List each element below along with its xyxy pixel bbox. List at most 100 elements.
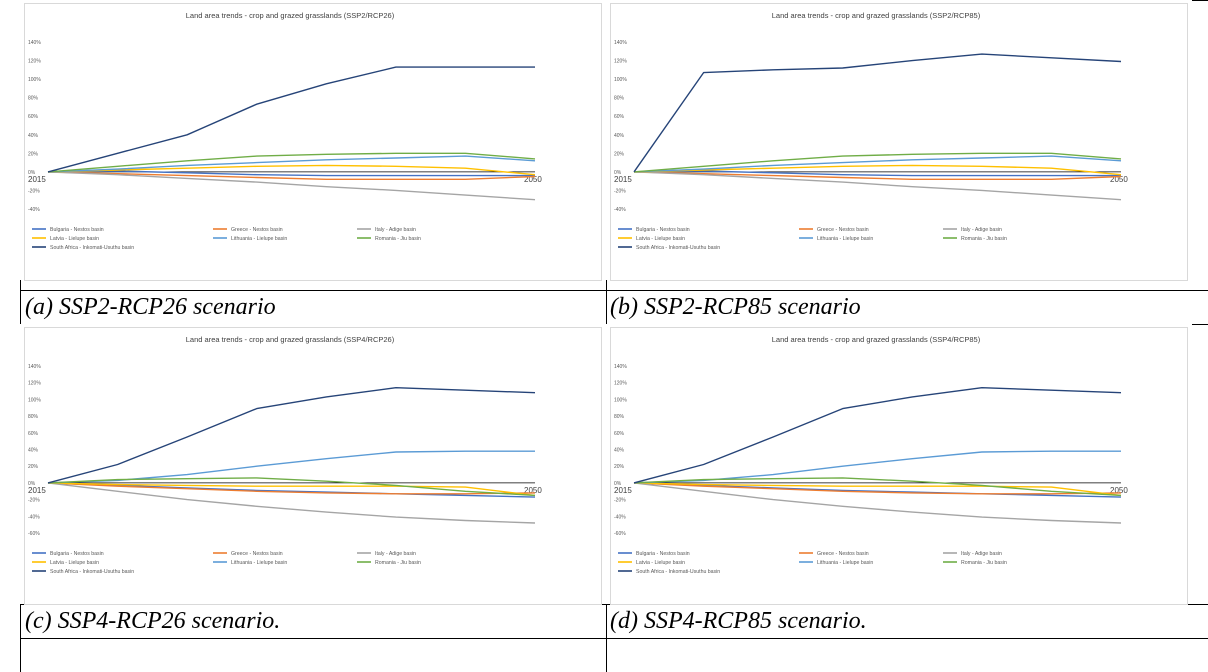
y-tick-label: 60% (614, 114, 625, 120)
chart-panel-b: Land area trends - crop and grazed grass… (606, 0, 1192, 281)
caption-c: (c) SSP4-RCP26 scenario. (25, 608, 281, 634)
legend-label: Latvia - Lielupe basin (636, 560, 685, 566)
chart-title: Land area trends - crop and grazed grass… (186, 335, 395, 344)
series-line-greece-nestos-basin (633, 482, 1122, 495)
y-tick-label: 40% (614, 133, 625, 139)
series-line-lithuania-lielupe-basin (633, 450, 1121, 484)
y-tick-label: 60% (28, 431, 39, 437)
y-tick-label: 20% (28, 151, 39, 157)
legend-label: Romania - Jiu basin (375, 560, 421, 566)
y-tick-label: 80% (614, 414, 625, 420)
y-tick-label: -40% (28, 207, 40, 213)
chart-panel-d: Land area trends - crop and grazed grass… (606, 324, 1192, 605)
y-tick-label: 20% (614, 464, 625, 470)
y-tick-label: -20% (614, 188, 626, 194)
chart-svg-a: Land area trends - crop and grazed grass… (28, 11, 542, 251)
y-tick-label: -60% (614, 531, 626, 537)
y-tick-label: -20% (614, 498, 626, 504)
x-tick-label: 2050 (524, 486, 542, 495)
chart-frame (610, 327, 1188, 605)
y-tick-label: -40% (28, 514, 40, 520)
table-border (20, 638, 1208, 639)
y-tick-label: -20% (28, 188, 40, 194)
y-tick-label: 80% (28, 96, 39, 102)
chart-svg-c: Land area trends - crop and grazed grass… (28, 335, 542, 575)
chart-frame (610, 3, 1188, 281)
x-tick-label: 2015 (614, 175, 632, 184)
x-tick-label: 2015 (28, 486, 46, 495)
caption-a: (a) SSP2-RCP26 scenario (25, 294, 276, 320)
series-line-latvia-lielupe-basin (633, 164, 1122, 176)
series-line-romania-jiu-basin (47, 152, 536, 173)
legend-label: Lithuania - Lielupe basin (817, 236, 873, 242)
y-tick-label: 120% (28, 381, 41, 387)
y-tick-label: 40% (614, 448, 625, 454)
legend-label: Latvia - Lielupe basin (636, 236, 685, 242)
caption-d: (d) SSP4-RCP85 scenario. (610, 608, 867, 634)
series-line-south-africa-inkomati-usuthu-basin (47, 66, 535, 173)
legend-label: South Africa - Inkomati-Usuthu basin (50, 569, 134, 575)
table-border (20, 290, 1208, 291)
series-line-greece-nestos-basin (47, 171, 536, 181)
series-line-italy-adige-basin (633, 482, 1122, 524)
series-line-lithuania-lielupe-basin (47, 450, 535, 484)
series-line-bulgaria-nestos-basin (47, 170, 535, 177)
x-tick-label: 2050 (1110, 175, 1128, 184)
chart-svg-d: Land area trends - crop and grazed grass… (614, 335, 1128, 575)
legend-label: Lithuania - Lielupe basin (231, 236, 287, 242)
legend-label: Lithuania - Lielupe basin (231, 560, 287, 566)
series-line-south-africa-inkomati-usuthu-basin (633, 387, 1122, 484)
y-tick-label: 120% (614, 381, 627, 387)
legend-label: Latvia - Lielupe basin (50, 236, 99, 242)
chart-svg-b: Land area trends - crop and grazed grass… (614, 11, 1128, 251)
y-tick-label: 0% (614, 170, 622, 176)
legend-label: Greece - Nestos basin (231, 227, 283, 233)
series-line-romania-jiu-basin (633, 477, 1122, 497)
x-tick-label: 2050 (1110, 486, 1128, 495)
y-tick-label: 100% (614, 77, 627, 83)
y-tick-label: 40% (28, 133, 39, 139)
y-tick-label: 20% (28, 464, 39, 470)
x-tick-label: 2015 (28, 175, 46, 184)
y-tick-label: 140% (614, 364, 627, 370)
series-line-latvia-lielupe-basin (633, 482, 1122, 497)
y-tick-label: 0% (614, 481, 622, 487)
series-line-bulgaria-nestos-basin (47, 482, 536, 498)
legend-label: Greece - Nestos basin (231, 551, 283, 557)
y-tick-label: 0% (28, 170, 36, 176)
series-line-italy-adige-basin (633, 171, 1122, 201)
chart-title: Land area trends - crop and grazed grass… (772, 335, 981, 344)
series-line-lithuania-lielupe-basin (47, 155, 536, 173)
series-line-romania-jiu-basin (633, 152, 1122, 173)
legend-label: Romania - Jiu basin (961, 560, 1007, 566)
legend-label: South Africa - Inkomati-Usuthu basin (636, 245, 720, 251)
y-tick-label: 20% (614, 151, 625, 157)
y-tick-label: -40% (614, 207, 626, 213)
legend-label: Bulgaria - Nestos basin (636, 551, 690, 557)
y-tick-label: 140% (28, 364, 41, 370)
y-tick-label: 80% (614, 96, 625, 102)
series-line-greece-nestos-basin (47, 482, 536, 495)
legend-label: Latvia - Lielupe basin (50, 560, 99, 566)
chart-title: Land area trends - crop and grazed grass… (772, 11, 981, 20)
legend-label: Italy - Adige basin (375, 227, 416, 233)
chart-frame (24, 327, 602, 605)
y-tick-label: -40% (614, 514, 626, 520)
series-line-bulgaria-nestos-basin (633, 170, 1121, 177)
y-tick-label: 140% (614, 40, 627, 46)
legend-label: Romania - Jiu basin (375, 236, 421, 242)
y-tick-label: -20% (28, 498, 40, 504)
chart-panel-a: Land area trends - crop and grazed grass… (20, 0, 606, 281)
caption-b: (b) SSP2-RCP85 scenario (610, 294, 861, 320)
legend-label: Greece - Nestos basin (817, 551, 869, 557)
y-tick-label: 0% (28, 481, 36, 487)
y-tick-label: 120% (614, 59, 627, 65)
series-line-bulgaria-nestos-basin (633, 482, 1122, 498)
series-line-latvia-lielupe-basin (47, 164, 536, 176)
y-tick-label: 120% (28, 59, 41, 65)
legend-label: South Africa - Inkomati-Usuthu basin (50, 245, 134, 251)
series-line-latvia-lielupe-basin (47, 482, 536, 497)
y-tick-label: 100% (28, 77, 41, 83)
series-line-italy-adige-basin (47, 171, 536, 201)
y-tick-label: 100% (614, 397, 627, 403)
